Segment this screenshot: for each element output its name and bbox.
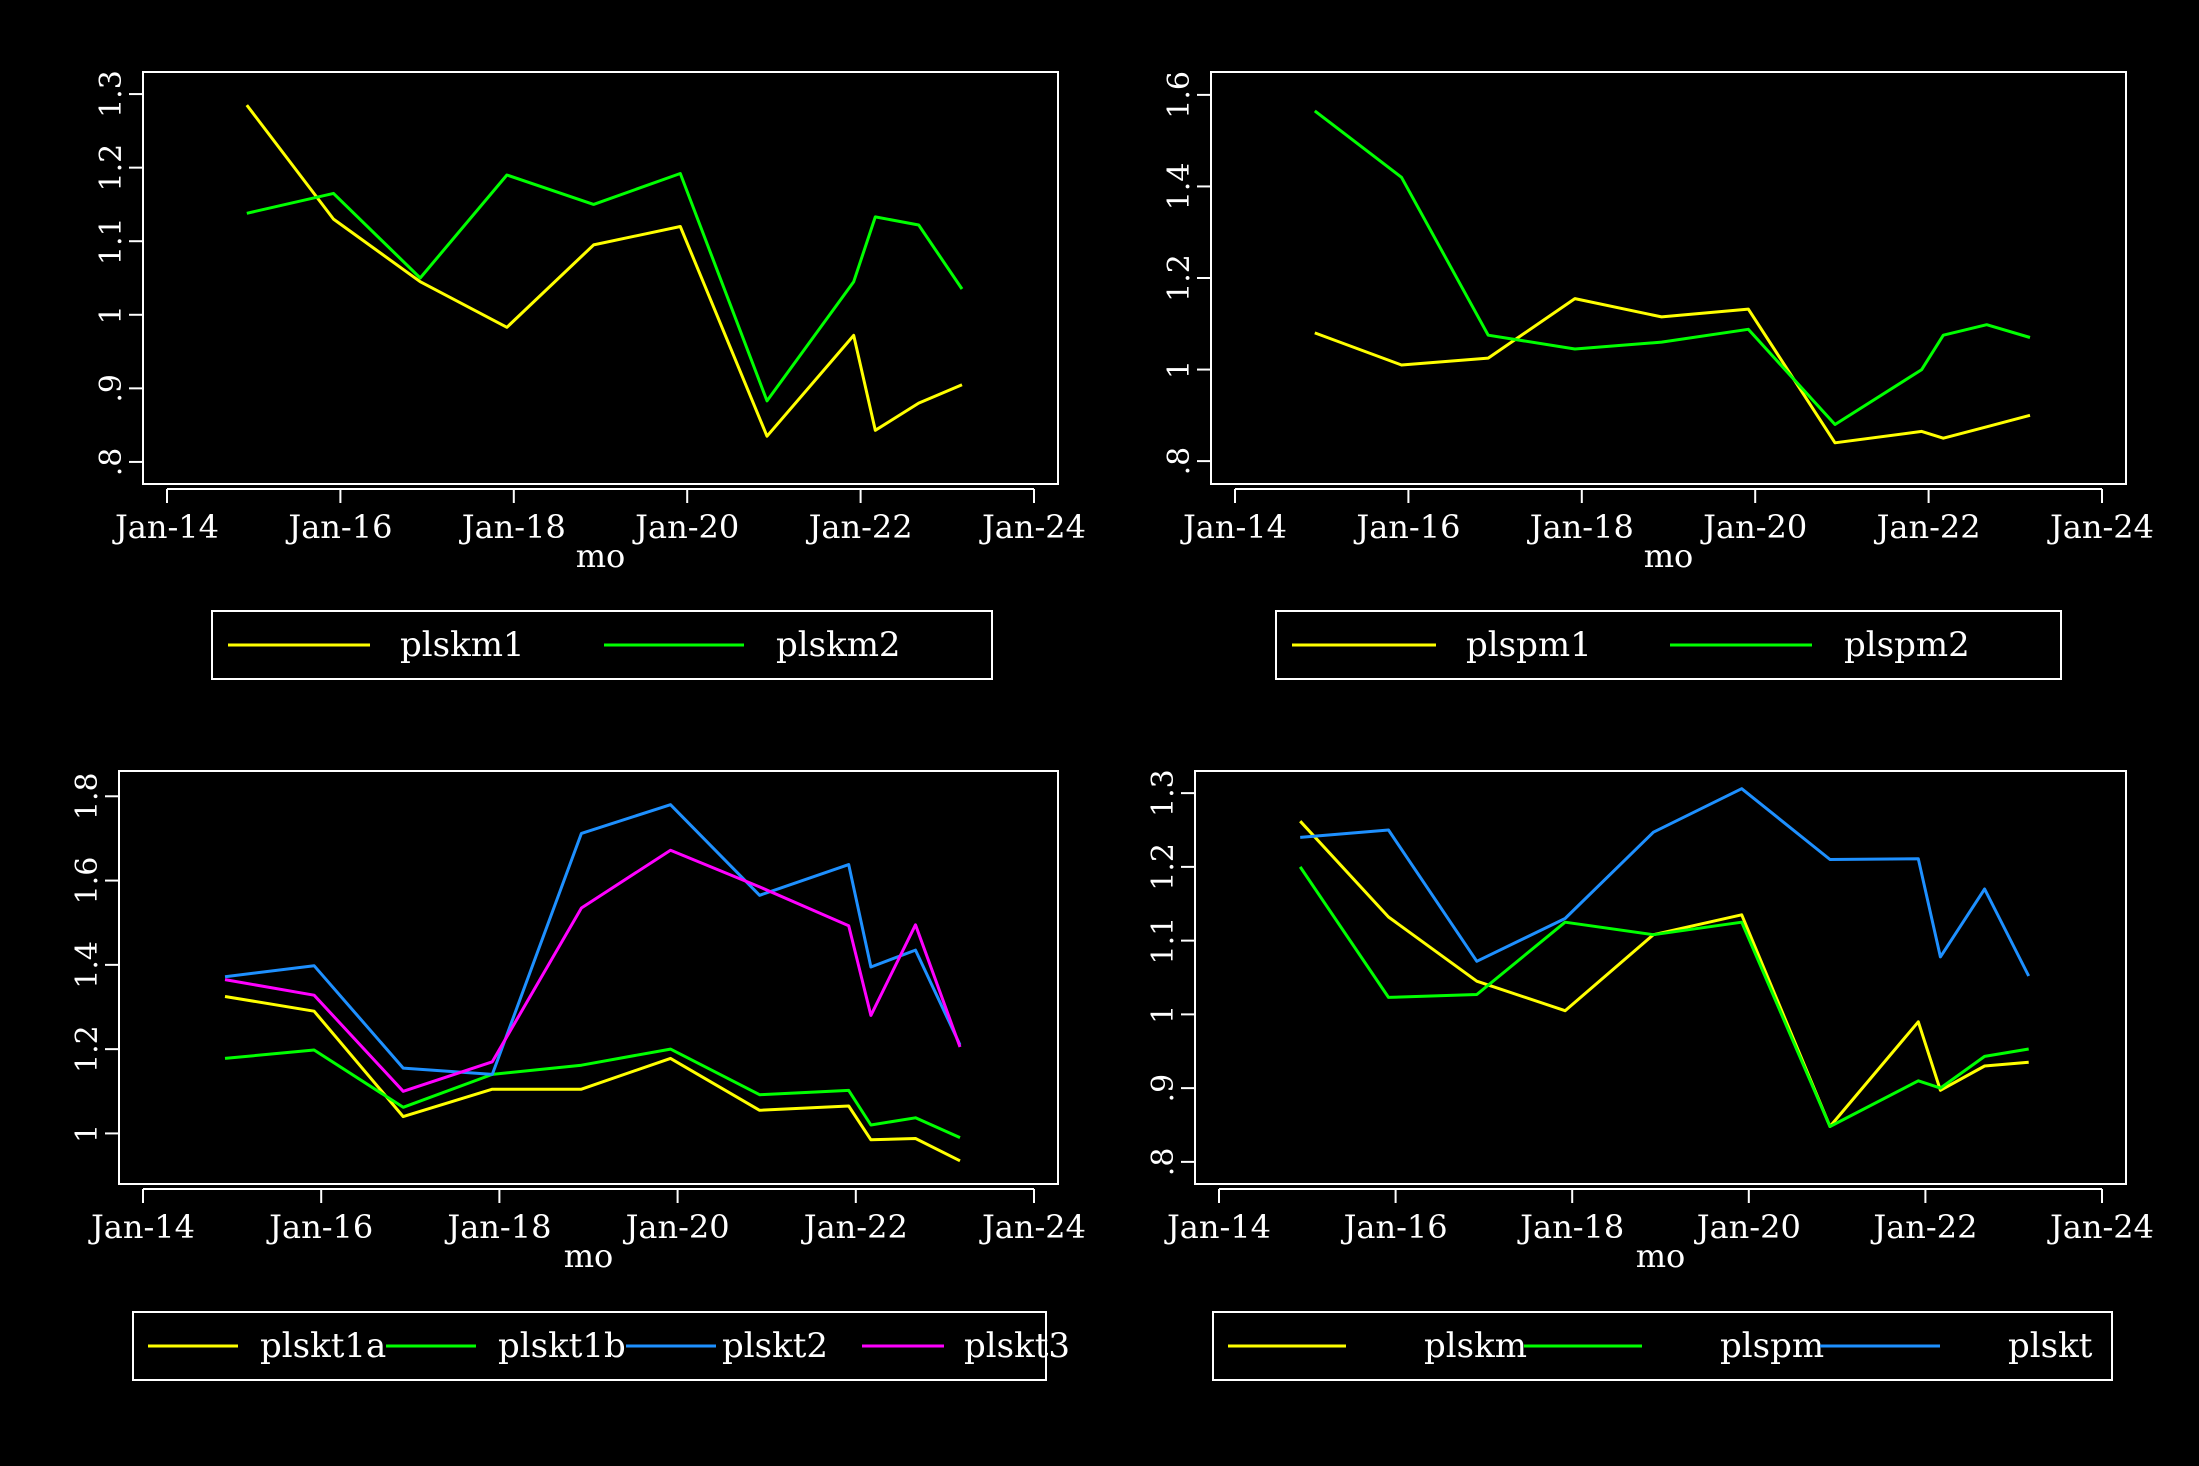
y-tick-label: 1.8 (70, 772, 105, 820)
series-line-plskt (1300, 787, 2031, 977)
x-tick-label: Jan-16 (1341, 1208, 1448, 1246)
legend-label: plspm1 (1466, 625, 1592, 665)
x-tick-label: Jan-24 (2047, 1208, 2154, 1246)
legend-label: plskt1b (498, 1326, 626, 1366)
legend-label: plskt2 (722, 1326, 828, 1366)
y-tick-label: 1.4 (70, 941, 105, 989)
y-tick-label: 1.2 (94, 144, 129, 192)
x-tick-label: Jan-20 (1700, 508, 1807, 546)
legend-box (132, 1311, 1047, 1381)
legend-label: plspm2 (1844, 625, 1970, 665)
x-tick-label: Jan-22 (1870, 1208, 1977, 1246)
x-tick-label: Jan-20 (623, 1208, 730, 1246)
y-tick-label: .8 (1146, 1148, 1181, 1177)
x-axis-title: mo (576, 537, 626, 575)
x-tick-label: Jan-18 (1527, 508, 1634, 546)
x-tick-label: Jan-20 (1694, 1208, 1801, 1246)
x-axis-title: mo (564, 1237, 614, 1275)
legend-label: plskm2 (776, 625, 901, 665)
x-tick-label: Jan-14 (112, 508, 219, 546)
x-tick-label: Jan-14 (88, 1208, 195, 1246)
y-tick-label: .9 (94, 374, 129, 403)
legend-label: plskt (2008, 1326, 2093, 1366)
x-tick-label: Jan-18 (459, 508, 566, 546)
y-tick-label: 1.2 (1162, 254, 1197, 302)
x-tick-label: Jan-22 (1874, 508, 1981, 546)
x-tick-label: Jan-14 (1180, 508, 1287, 546)
y-tick-label: 1.1 (1146, 917, 1181, 965)
legend-label: plskt3 (964, 1326, 1070, 1366)
series-line-plspm1 (1314, 297, 2031, 445)
x-tick-label: Jan-22 (801, 1208, 908, 1246)
plot-frame-4 (1194, 770, 2127, 1185)
x-tick-label: Jan-18 (444, 1208, 551, 1246)
x-tick-label: Jan-14 (1164, 1208, 1271, 1246)
x-tick-label: Jan-22 (806, 508, 913, 546)
x-tick-label: Jan-24 (979, 508, 1086, 546)
x-tick-label: Jan-24 (979, 1208, 1086, 1246)
legend-label: plskm (1424, 1326, 1527, 1366)
x-tick-label: Jan-24 (2047, 508, 2154, 546)
x-tick-label: Jan-18 (1517, 1208, 1624, 1246)
legend-label: plspm (1720, 1326, 1824, 1366)
x-tick-label: Jan-16 (285, 508, 392, 546)
y-tick-label: 1 (70, 1124, 105, 1143)
x-tick-label: Jan-20 (632, 508, 739, 546)
y-tick-label: .8 (94, 448, 129, 477)
series-line-plspm2 (1313, 109, 2031, 426)
y-tick-label: .8 (1162, 447, 1197, 476)
series-line-plskt2 (224, 803, 962, 1076)
x-axis-title: mo (1644, 537, 1694, 575)
plot-frame-1 (142, 71, 1059, 485)
x-axis-title: mo (1636, 1237, 1686, 1275)
y-tick-label: 1.3 (94, 70, 129, 118)
legend-label: plskt1a (260, 1326, 386, 1366)
legend-box (1212, 1311, 2113, 1381)
y-tick-label: 1.2 (1146, 843, 1181, 891)
series-line-plskm1 (245, 104, 963, 438)
series-line-plskm (1299, 820, 2029, 1128)
y-tick-label: 1.4 (1162, 163, 1197, 211)
y-tick-label: 1.6 (1162, 71, 1197, 119)
legend-label: plskm1 (400, 625, 525, 665)
plot-frame-3 (118, 770, 1059, 1185)
series-line-plskt1b (224, 1047, 961, 1139)
y-tick-label: 1 (1162, 360, 1197, 379)
y-tick-label: 1.6 (70, 857, 105, 905)
x-tick-label: Jan-16 (266, 1208, 373, 1246)
y-tick-label: 1.2 (70, 1025, 105, 1073)
y-tick-label: 1.3 (1146, 769, 1181, 817)
y-tick-label: 1.1 (94, 217, 129, 265)
y-tick-label: .9 (1146, 1074, 1181, 1103)
legend-box (1275, 610, 2062, 680)
series-line-plskm2 (246, 172, 964, 403)
y-tick-label: 1 (94, 305, 129, 324)
series-line-plskt3 (224, 848, 962, 1093)
legend-box (211, 610, 993, 680)
plot-frame-2 (1210, 71, 2127, 485)
y-tick-label: 1 (1146, 1005, 1181, 1024)
series-line-plspm (1298, 866, 2029, 1128)
series-line-plskt1a (224, 995, 961, 1163)
x-tick-label: Jan-16 (1353, 508, 1460, 546)
